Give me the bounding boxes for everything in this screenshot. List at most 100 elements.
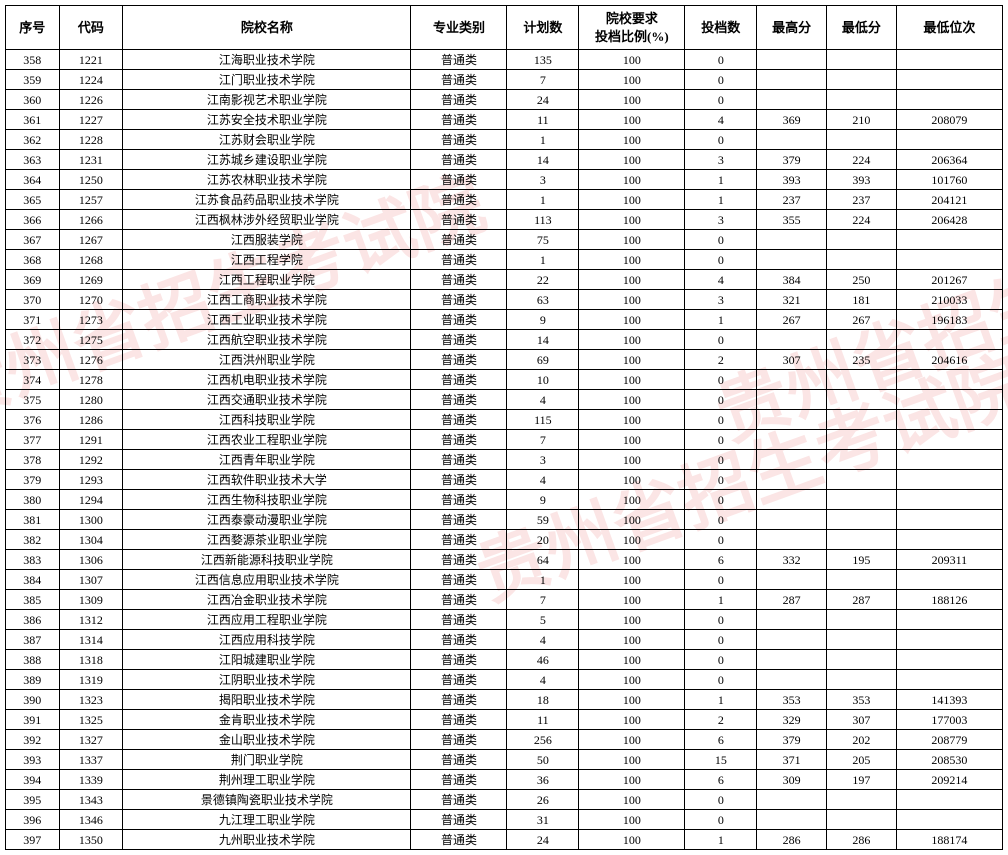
cell-low xyxy=(826,450,896,470)
cell-plan: 3 xyxy=(507,450,579,470)
cell-high: 309 xyxy=(757,770,827,790)
cell-ratio: 100 xyxy=(579,70,685,90)
cell-rank xyxy=(896,410,1002,430)
cell-ratio: 100 xyxy=(579,610,685,630)
cell-ratio: 100 xyxy=(579,90,685,110)
cell-ratio: 100 xyxy=(579,50,685,70)
table-row: 3971350九州职业技术学院普通类241001286286188174 xyxy=(6,830,1003,850)
cell-name: 江西科技职业学院 xyxy=(123,410,411,430)
cell-seq: 369 xyxy=(6,270,60,290)
cell-name: 江西洪州职业学院 xyxy=(123,350,411,370)
cell-plan: 9 xyxy=(507,490,579,510)
cell-plan: 64 xyxy=(507,550,579,570)
cell-filed: 0 xyxy=(685,410,757,430)
table-body: 3581221江海职业技术学院普通类13510003591224江门职业技术学院… xyxy=(6,50,1003,850)
cell-seq: 367 xyxy=(6,230,60,250)
table-row: 3691269江西工程职业学院普通类221004384250201267 xyxy=(6,270,1003,290)
cell-name: 江南影视艺术职业学院 xyxy=(123,90,411,110)
table-row: 3851309江西冶金职业技术学院普通类71001287287188126 xyxy=(6,590,1003,610)
table-row: 3891319江阴职业技术学院普通类41000 xyxy=(6,670,1003,690)
cell-type: 普通类 xyxy=(411,450,507,470)
cell-seq: 381 xyxy=(6,510,60,530)
cell-low: 224 xyxy=(826,150,896,170)
cell-name: 江西工业职业技术学院 xyxy=(123,310,411,330)
cell-low: 353 xyxy=(826,690,896,710)
cell-name: 金肯职业技术学院 xyxy=(123,710,411,730)
cell-seq: 386 xyxy=(6,610,60,630)
cell-plan: 4 xyxy=(507,630,579,650)
cell-high xyxy=(757,630,827,650)
cell-ratio: 100 xyxy=(579,370,685,390)
cell-high xyxy=(757,70,827,90)
cell-plan: 113 xyxy=(507,210,579,230)
cell-name: 江西生物科技职业学院 xyxy=(123,490,411,510)
cell-high: 369 xyxy=(757,110,827,130)
table-row: 3611227江苏安全技术职业学院普通类111004369210208079 xyxy=(6,110,1003,130)
cell-filed: 3 xyxy=(685,210,757,230)
table-row: 3591224江门职业技术学院普通类71000 xyxy=(6,70,1003,90)
cell-plan: 1 xyxy=(507,570,579,590)
cell-code: 1314 xyxy=(59,630,123,650)
cell-rank xyxy=(896,610,1002,630)
cell-type: 普通类 xyxy=(411,730,507,750)
cell-ratio: 100 xyxy=(579,570,685,590)
cell-code: 1309 xyxy=(59,590,123,610)
cell-seq: 364 xyxy=(6,170,60,190)
cell-code: 1346 xyxy=(59,810,123,830)
cell-high xyxy=(757,470,827,490)
cell-plan: 1 xyxy=(507,130,579,150)
cell-ratio: 100 xyxy=(579,350,685,370)
cell-high xyxy=(757,450,827,470)
cell-rank xyxy=(896,370,1002,390)
cell-seq: 383 xyxy=(6,550,60,570)
cell-name: 江西应用科技学院 xyxy=(123,630,411,650)
cell-filed: 0 xyxy=(685,370,757,390)
cell-low: 250 xyxy=(826,270,896,290)
table-header: 序号 代码 院校名称 专业类别 计划数 院校要求投档比例(%) 投档数 最高分 … xyxy=(6,6,1003,50)
cell-ratio: 100 xyxy=(579,730,685,750)
cell-seq: 373 xyxy=(6,350,60,370)
cell-rank xyxy=(896,630,1002,650)
cell-ratio: 100 xyxy=(579,270,685,290)
cell-high xyxy=(757,50,827,70)
cell-name: 江西青年职业学院 xyxy=(123,450,411,470)
cell-ratio: 100 xyxy=(579,830,685,850)
cell-low: 210 xyxy=(826,110,896,130)
cell-code: 1270 xyxy=(59,290,123,310)
cell-ratio: 100 xyxy=(579,670,685,690)
cell-name: 江苏安全技术职业学院 xyxy=(123,110,411,130)
cell-filed: 0 xyxy=(685,450,757,470)
cell-code: 1294 xyxy=(59,490,123,510)
cell-high: 384 xyxy=(757,270,827,290)
cell-rank xyxy=(896,670,1002,690)
table-row: 3961346九江理工职业学院普通类311000 xyxy=(6,810,1003,830)
header-plan: 计划数 xyxy=(507,6,579,50)
cell-seq: 363 xyxy=(6,150,60,170)
cell-type: 普通类 xyxy=(411,130,507,150)
cell-ratio: 100 xyxy=(579,710,685,730)
cell-seq: 366 xyxy=(6,210,60,230)
cell-seq: 390 xyxy=(6,690,60,710)
cell-seq: 375 xyxy=(6,390,60,410)
cell-ratio: 100 xyxy=(579,770,685,790)
cell-type: 普通类 xyxy=(411,670,507,690)
cell-filed: 0 xyxy=(685,430,757,450)
cell-name: 金山职业技术学院 xyxy=(123,730,411,750)
cell-name: 九州职业技术学院 xyxy=(123,830,411,850)
cell-code: 1292 xyxy=(59,450,123,470)
cell-filed: 0 xyxy=(685,610,757,630)
cell-low: 287 xyxy=(826,590,896,610)
cell-filed: 0 xyxy=(685,650,757,670)
cell-rank: 209311 xyxy=(896,550,1002,570)
cell-filed: 0 xyxy=(685,570,757,590)
cell-type: 普通类 xyxy=(411,150,507,170)
cell-name: 江西航空职业技术学院 xyxy=(123,330,411,350)
cell-type: 普通类 xyxy=(411,550,507,570)
cell-type: 普通类 xyxy=(411,250,507,270)
cell-filed: 1 xyxy=(685,170,757,190)
cell-name: 江苏食品药品职业技术学院 xyxy=(123,190,411,210)
cell-plan: 256 xyxy=(507,730,579,750)
cell-code: 1250 xyxy=(59,170,123,190)
admissions-table: 序号 代码 院校名称 专业类别 计划数 院校要求投档比例(%) 投档数 最高分 … xyxy=(5,5,1003,850)
cell-high xyxy=(757,370,827,390)
